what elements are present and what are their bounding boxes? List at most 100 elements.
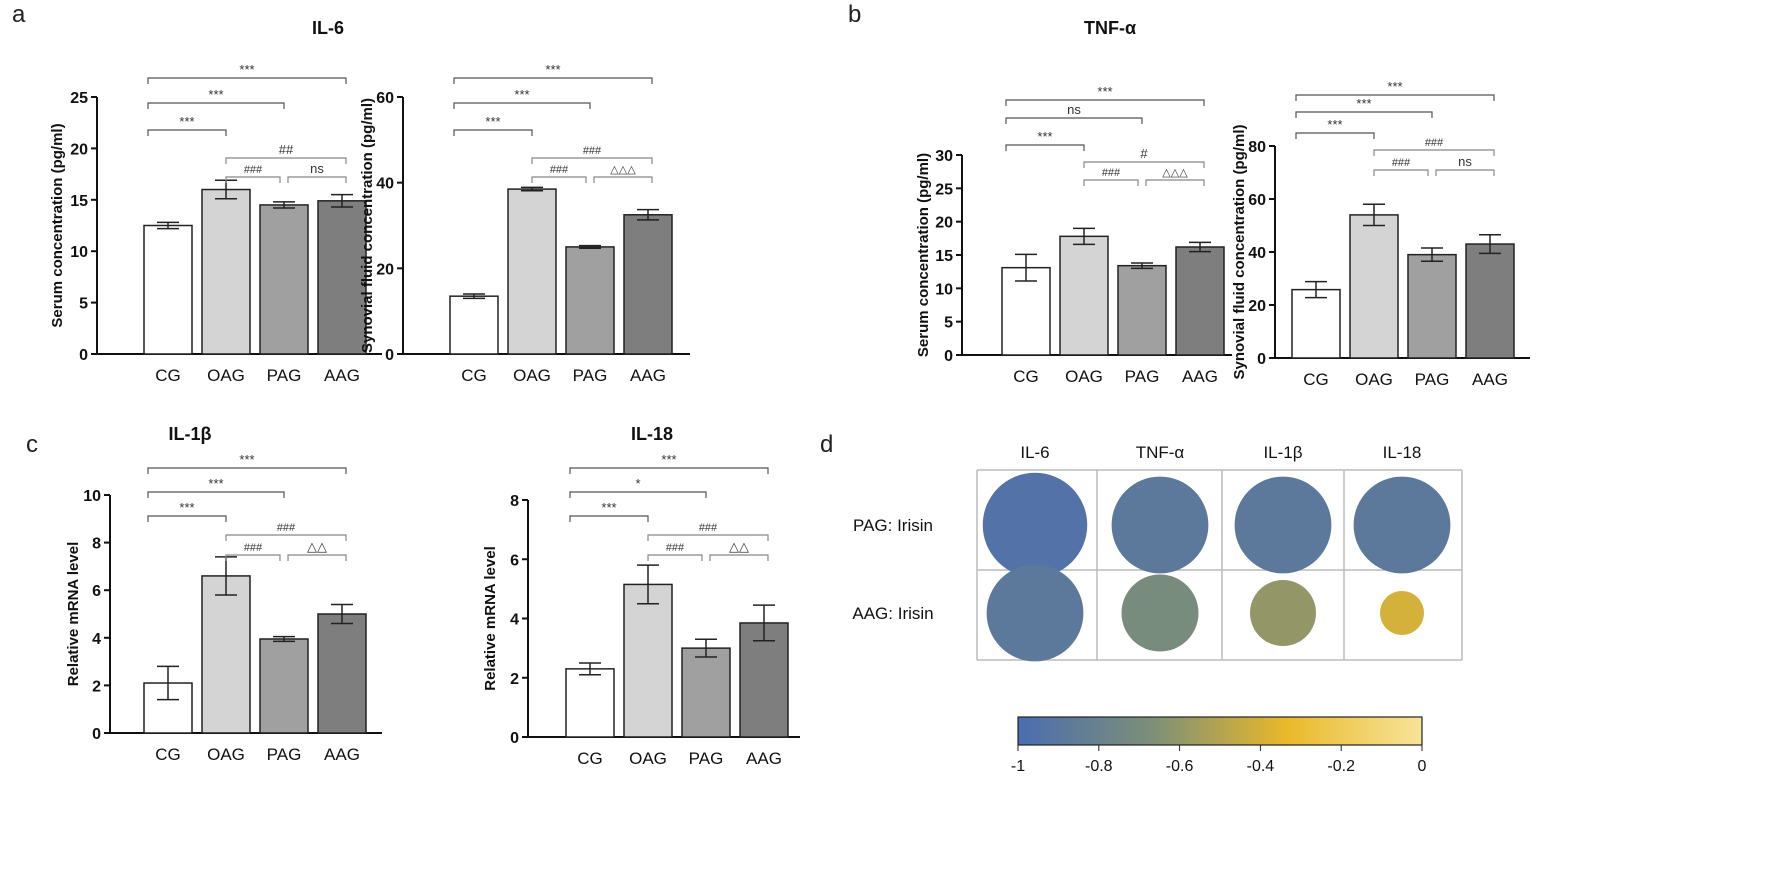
correlation-circle — [986, 564, 1084, 662]
significance-bracket — [709, 554, 769, 561]
x-tick-label: AAG — [1472, 370, 1508, 389]
y-axis-label: Synovial fluid concentration (pg/ml) — [359, 98, 376, 353]
bar-oag — [201, 188, 251, 355]
bar-aag — [317, 613, 367, 734]
significance-label: *** — [514, 87, 529, 102]
significance-bracket — [1005, 99, 1205, 106]
y-tick-label: 5 — [944, 315, 953, 332]
panel-letter: d — [820, 431, 833, 458]
bar-cg — [1291, 288, 1341, 359]
y-tick-label: 0 — [79, 347, 88, 364]
y-tick-label: 0 — [510, 730, 519, 747]
correlation-circle — [1234, 476, 1332, 574]
correlation-circle — [1111, 476, 1209, 574]
y-tick-label: 4 — [92, 631, 101, 648]
significance-label: ### — [699, 522, 718, 534]
colorbar-tick-label: -0.2 — [1327, 758, 1355, 775]
y-tick-label: 60 — [376, 90, 394, 107]
chart-title: TNF-α — [1084, 18, 1136, 38]
x-tick-label: AAG — [324, 366, 360, 385]
x-tick-label: CG — [155, 366, 181, 385]
bar-pag — [1117, 264, 1167, 356]
y-tick-label: 0 — [385, 347, 394, 364]
significance-bracket — [1373, 149, 1495, 156]
y-tick-label: 60 — [1248, 192, 1266, 209]
significance-bracket — [1005, 117, 1143, 124]
x-tick-label: AAG — [1182, 367, 1218, 386]
significance-bracket — [1083, 179, 1139, 186]
significance-label: ### — [277, 522, 296, 534]
significance-label: ns — [310, 161, 324, 176]
bar-oag — [623, 583, 673, 738]
significance-label: ### — [1425, 137, 1444, 149]
significance-bracket — [569, 515, 649, 522]
x-tick-label: PAG — [573, 366, 608, 385]
significance-bracket — [225, 176, 281, 183]
significance-bracket — [147, 491, 285, 498]
x-tick-label: OAG — [1355, 370, 1393, 389]
y-tick-label: 5 — [79, 296, 88, 313]
y-tick-label: 8 — [510, 493, 519, 510]
colorbar-tick-label: 0 — [1418, 758, 1427, 775]
significance-label: * — [635, 476, 640, 491]
y-tick-label: 30 — [935, 148, 953, 165]
bar-pag — [565, 246, 615, 355]
significance-bracket — [1295, 111, 1433, 118]
significance-bracket — [147, 129, 227, 136]
significance-label: ### — [244, 164, 263, 176]
x-tick-label: PAG — [1125, 367, 1160, 386]
significance-bracket — [569, 467, 769, 474]
row-label: AAG: Irisin — [852, 604, 933, 623]
x-tick-label: AAG — [630, 366, 666, 385]
chart-title: IL-6 — [312, 18, 344, 38]
y-tick-label: 15 — [935, 248, 953, 265]
correlation-circle — [982, 472, 1088, 578]
colorbar-tick-label: -1 — [1011, 758, 1025, 775]
significance-label: *** — [1356, 96, 1371, 111]
significance-bracket — [453, 77, 653, 84]
colorbar-tick-label: -0.8 — [1085, 758, 1113, 775]
significance-bracket — [647, 554, 703, 561]
bar-cg — [143, 224, 193, 355]
significance-bracket — [147, 515, 227, 522]
bar-aag — [623, 214, 673, 355]
significance-bracket — [147, 77, 347, 84]
significance-bracket — [1295, 94, 1495, 101]
significance-label: △△ — [729, 539, 749, 554]
significance-label: # — [1140, 146, 1148, 161]
column-label: IL-18 — [1383, 443, 1422, 462]
y-tick-label: 2 — [92, 678, 101, 695]
significance-bracket — [1373, 169, 1429, 176]
x-tick-label: PAG — [267, 745, 302, 764]
row-label: PAG: Irisin — [853, 516, 933, 535]
y-tick-label: 10 — [935, 281, 953, 298]
colorbar — [1017, 716, 1423, 746]
significance-bracket — [147, 102, 285, 109]
correlation-circle — [1353, 476, 1451, 574]
y-tick-label: 4 — [510, 612, 519, 629]
panel-letter: c — [26, 431, 38, 458]
y-tick-label: 40 — [376, 176, 394, 193]
y-tick-label: 25 — [935, 181, 953, 198]
significance-bracket — [287, 176, 347, 183]
x-tick-label: AAG — [324, 745, 360, 764]
y-tick-label: 0 — [92, 726, 101, 743]
x-tick-label: OAG — [207, 366, 245, 385]
y-tick-label: 15 — [70, 193, 88, 210]
significance-bracket — [147, 467, 347, 474]
y-axis-label: Synovial fluid concentration (pg/ml) — [1231, 124, 1248, 379]
y-tick-label: 0 — [1257, 351, 1266, 368]
x-tick-label: OAG — [513, 366, 551, 385]
significance-bracket — [1295, 132, 1375, 139]
bar-cg — [565, 668, 615, 738]
significance-bracket — [1145, 179, 1205, 186]
correlation-circle — [1250, 580, 1316, 646]
y-tick-label: 40 — [1248, 245, 1266, 262]
column-label: IL-1β — [1263, 443, 1302, 462]
y-tick-label: 6 — [92, 583, 101, 600]
significance-label: *** — [208, 476, 223, 491]
significance-label: ns — [1458, 154, 1472, 169]
significance-label: ns — [1067, 102, 1081, 117]
